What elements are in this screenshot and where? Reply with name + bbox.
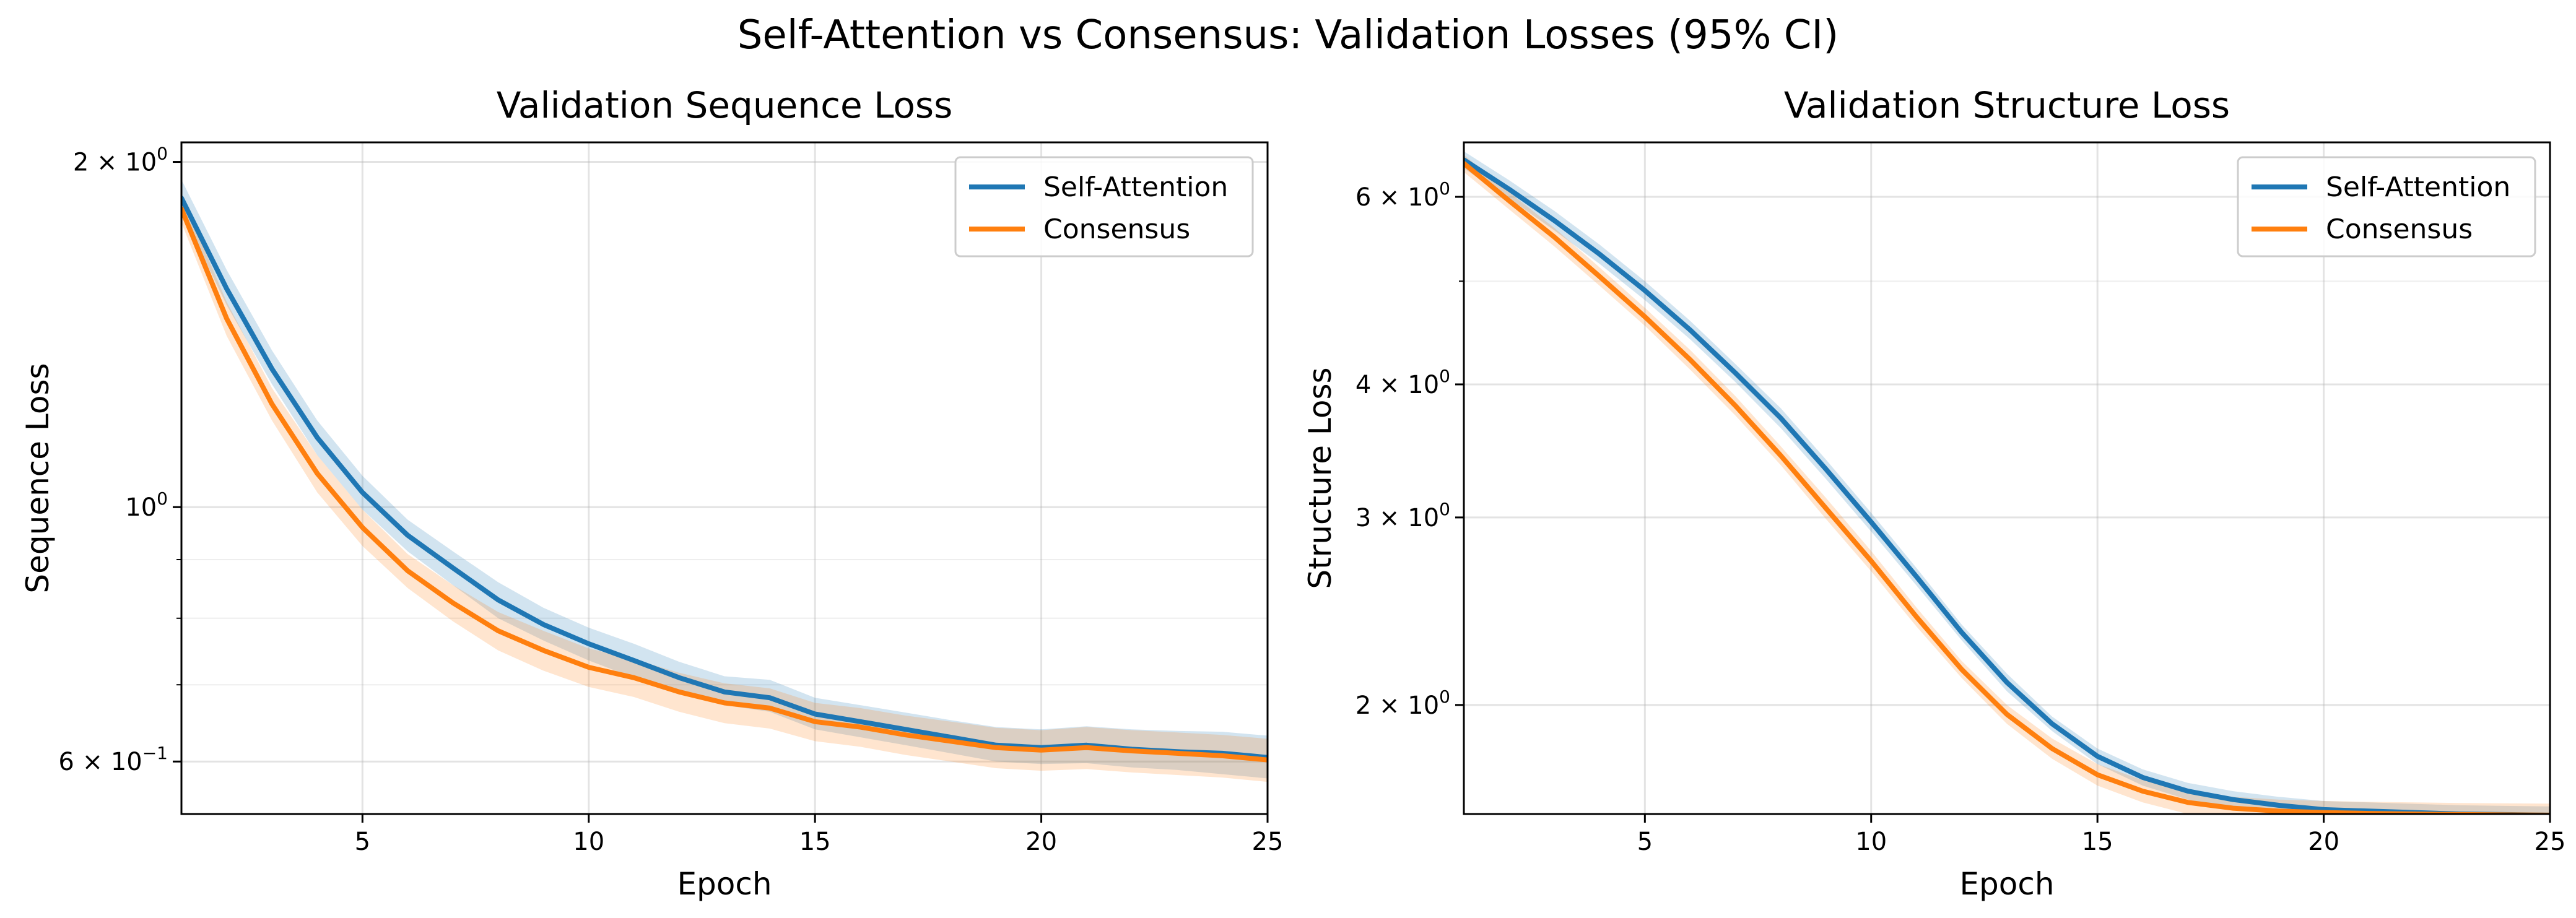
series-line-consensus [1464,161,2550,814]
y-tick-mantissa: 2 × 10 [1355,691,1439,720]
y-tick-exponent: 0 [1439,686,1450,707]
y-tick-exponent: 0 [157,144,168,164]
legend: Self-Attention Consensus [954,156,1254,258]
x-tick-label: 15 [799,828,831,856]
y-axis-label: Structure Loss [1302,367,1338,589]
y-tick-label: 4 × 100 [1355,366,1450,399]
legend-label-self-attention: Self-Attention [1043,171,1228,203]
y-tick-mantissa: 2 × 10 [73,149,157,177]
panel-title: Validation Sequence Loss [497,84,953,126]
y-tick-exponent: 0 [157,488,168,509]
plot-area [181,180,1268,782]
y-tick-mantissa: 6 × 10 [1355,183,1439,212]
legend: Self-Attention Consensus [2237,156,2536,258]
x-tick-label: 10 [573,828,604,856]
y-tick-mantissa: 10 [125,493,157,522]
x-axis-label: Epoch [677,866,772,902]
series-line-self-attention [181,195,1268,760]
x-tick-label: 25 [2535,828,2566,856]
y-tick-mantissa: 4 × 10 [1355,371,1439,399]
y-tick-label: 2 × 100 [73,144,168,177]
axes-frame [1463,141,2551,815]
y-axis-label: Sequence Loss [20,363,56,593]
legend-box [954,156,1254,258]
y-tick-label: 6 × 10−1 [58,743,168,776]
y-tick-label: 100 [125,488,168,522]
x-tick-label: 20 [1025,828,1057,856]
panel-title: Validation Structure Loss [1784,84,2230,126]
y-tick-exponent: 0 [1439,499,1450,519]
y-tick-exponent: −1 [142,743,168,763]
x-tick-label: 5 [1637,828,1653,856]
y-tick-mantissa: 3 × 10 [1355,504,1439,532]
x-tick-label: 10 [1855,828,1887,856]
figure-suptitle: Self-Attention vs Consensus: Validation … [738,12,1839,58]
legend-label-consensus: Consensus [1043,214,1190,245]
y-tick-exponent: 0 [1439,178,1450,199]
y-tick-exponent: 0 [1439,366,1450,386]
x-tick-label: 5 [355,828,370,856]
x-tick-label: 20 [2308,828,2339,856]
legend-label-consensus: Consensus [2326,214,2473,245]
axes-frame [180,141,1269,815]
legend-label-self-attention: Self-Attention [2326,171,2510,203]
x-tick-label: 25 [1252,828,1284,856]
x-tick-label: 15 [2082,828,2113,856]
x-axis-label: Epoch [1959,866,2054,902]
y-tick-label: 3 × 100 [1355,499,1450,532]
y-tick-label: 6 × 100 [1355,178,1450,212]
y-tick-label: 2 × 100 [1355,686,1450,720]
legend-box [2237,156,2536,258]
y-tick-mantissa: 6 × 10 [58,748,142,776]
series-line-consensus [181,206,1268,763]
